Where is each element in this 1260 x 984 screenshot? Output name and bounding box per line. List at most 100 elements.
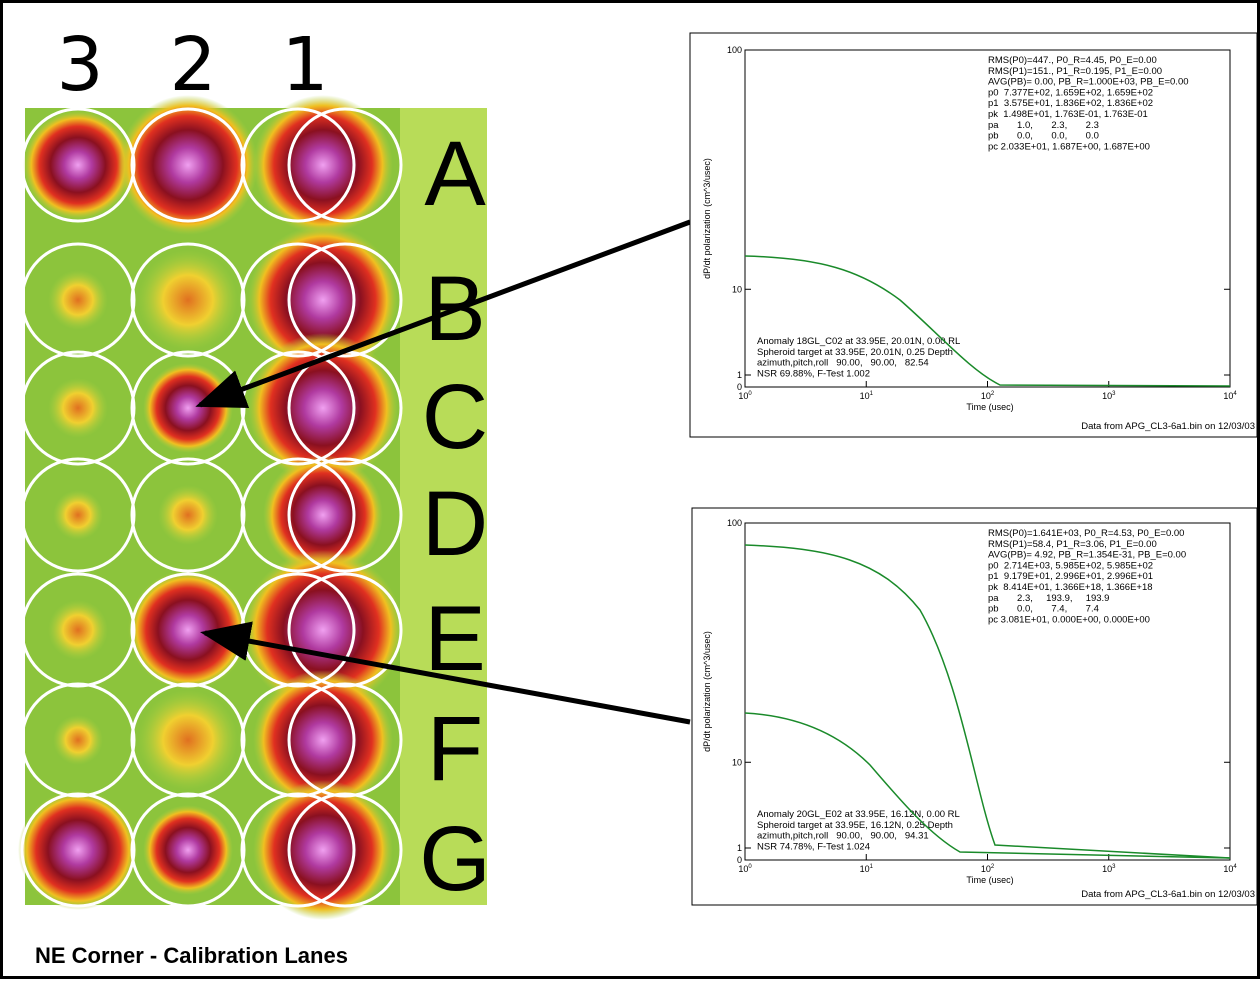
source-note: Data from APG_CL3-6a1.bin on 12/03/03	[1081, 421, 1255, 432]
y-tick-label: 0	[737, 382, 742, 392]
fit-line: AVG(PB)= 4.92, PB_R=1.354E-31, PB_E=0.00	[988, 550, 1186, 561]
anomaly-blob	[138, 250, 238, 350]
x-tick-label: 103	[1102, 391, 1116, 401]
source-note: Data from APG_CL3-6a1.bin on 12/03/03	[1081, 889, 1255, 900]
fit-line: RMS(P0)=1.641E+03, P0_R=4.53, P0_E=0.00	[988, 528, 1184, 539]
tick-base: 10	[1223, 391, 1233, 401]
tick-exponent: 0	[748, 864, 752, 870]
fit-line: pc 2.033E+01, 1.687E+00, 1.687E+00	[988, 141, 1150, 152]
row-label: F	[427, 698, 483, 800]
caption: NE Corner - Calibration Lanes	[35, 943, 348, 968]
row-label: B	[424, 258, 485, 360]
anomaly-blob	[263, 455, 383, 575]
tick-exponent: 4	[1233, 391, 1237, 397]
y-tick-label: 1	[737, 370, 742, 380]
fit-curve	[744, 712, 1231, 859]
x-axis-label: Time (usec)	[966, 402, 1013, 412]
anomaly-blob	[138, 690, 238, 790]
tick-base: 10	[738, 391, 748, 401]
tick-exponent: 2	[991, 864, 995, 870]
tick-exponent: 0	[748, 391, 752, 397]
tick-exponent: 3	[1112, 391, 1116, 397]
column-label: 1	[281, 22, 328, 108]
x-tick-label: 101	[860, 864, 874, 874]
anomaly-blob	[48, 270, 108, 330]
fit-line: p0 2.714E+03, 5.985E+02, 5.985E+02	[988, 560, 1153, 571]
fit-line: RMS(P0)=447., P0_R=4.45, P0_E=0.00	[988, 55, 1157, 66]
tick-exponent: 2	[991, 391, 995, 397]
heatmap	[18, 95, 487, 920]
y-axis-label: dP/dt polarization (cm^3/usec)	[702, 158, 712, 279]
row-label: G	[419, 808, 491, 910]
fit-line: RMS(P1)=58.4, P1_R=3.06, P1_E=0.00	[988, 539, 1157, 550]
tick-exponent: 3	[1112, 864, 1116, 870]
fit-curve	[744, 255, 1231, 387]
fit-line: p1 9.179E+01, 2.996E+01, 2.996E+01	[988, 571, 1153, 582]
x-tick-label: 104	[1223, 864, 1237, 874]
anomaly-blob	[253, 780, 393, 920]
tick-exponent: 1	[870, 391, 874, 397]
anomaly-line: azimuth,pitch,roll 90.00, 90.00, 94.31	[757, 831, 929, 842]
target-circle	[20, 572, 136, 688]
tick-base: 10	[1102, 864, 1112, 874]
x-tick-label: 104	[1223, 391, 1237, 401]
tick-base: 10	[1223, 864, 1233, 874]
target-circle	[287, 242, 403, 358]
arrow	[200, 621, 691, 725]
target-circle	[130, 792, 246, 908]
target-circle	[20, 242, 136, 358]
tick-base: 10	[860, 864, 870, 874]
arrows	[195, 219, 691, 725]
anomaly-blob	[53, 715, 103, 765]
target-circle	[130, 350, 246, 466]
anomaly-line: NSR 69.88%, F-Test 1.002	[757, 368, 870, 379]
row-label: C	[422, 366, 488, 468]
fit-line: p0 7.377E+02, 1.659E+02, 1.659E+02	[988, 87, 1153, 98]
anomaly-blob	[23, 110, 133, 220]
tick-base: 10	[981, 864, 991, 874]
tick-base: 10	[738, 864, 748, 874]
anomaly-line: azimuth,pitch,roll 90.00, 90.00, 82.54	[757, 358, 929, 369]
fit-line: pk 8.414E+01, 1.366E+18, 1.366E+18	[988, 582, 1153, 593]
anomaly-line: NSR 74.78%, F-Test 1.024	[757, 841, 870, 852]
tick-exponent: 1	[870, 864, 874, 870]
panel-border	[689, 32, 1258, 438]
target-circle	[240, 107, 356, 223]
x-tick-label: 102	[981, 391, 995, 401]
target-circle	[240, 242, 356, 358]
anomaly-blob	[143, 363, 233, 453]
row-label: A	[424, 123, 486, 225]
anomaly-blob	[53, 490, 103, 540]
y-tick-label: 10	[732, 757, 742, 767]
anomaly-blob	[143, 805, 233, 895]
fit-line: AVG(PB)= 0.00, PB_R=1.000E+03, PB_E=0.00	[988, 77, 1189, 88]
target-circle	[287, 682, 403, 798]
tick-exponent: 4	[1233, 864, 1237, 870]
anomaly-line: Spheroid target at 33.95E, 20.01N, 0.25 …	[757, 347, 953, 358]
target-circle	[240, 350, 356, 466]
target-circle	[20, 682, 136, 798]
target-circle	[240, 457, 356, 573]
target-circle	[287, 792, 403, 908]
tick-base: 10	[1102, 391, 1112, 401]
fit-line: pb 0.0, 0.0, 0.0	[988, 131, 1099, 142]
fit-line: pb 0.0, 7.4, 7.4	[988, 604, 1099, 615]
column-label: 2	[169, 22, 216, 108]
x-axis-label: Time (usec)	[966, 875, 1013, 885]
anomaly-blob	[118, 95, 258, 235]
fit-line: pa 1.0, 2.3, 2.3	[988, 120, 1099, 131]
panel-border	[691, 507, 1258, 906]
fit-curve	[744, 544, 1231, 859]
anomaly-line: Anomaly 18GL_C02 at 33.95E, 20.01N, 0.00…	[757, 336, 960, 347]
target-circle	[130, 242, 246, 358]
row-label: E	[424, 588, 485, 690]
x-tick-label: 101	[860, 391, 874, 401]
fit-line: pc 3.081E+01, 0.000E+00, 0.000E+00	[988, 614, 1150, 625]
target-circle	[20, 792, 136, 908]
anomaly-blob	[128, 570, 248, 690]
anomaly-line: Spheroid target at 33.95E, 16.12N, 0.25 …	[757, 820, 953, 831]
anomaly-line: Anomaly 20GL_E02 at 33.95E, 16.12N, 0.00…	[757, 809, 960, 820]
x-tick-label: 102	[981, 864, 995, 874]
y-tick-label: 0	[737, 855, 742, 865]
tick-base: 10	[860, 391, 870, 401]
